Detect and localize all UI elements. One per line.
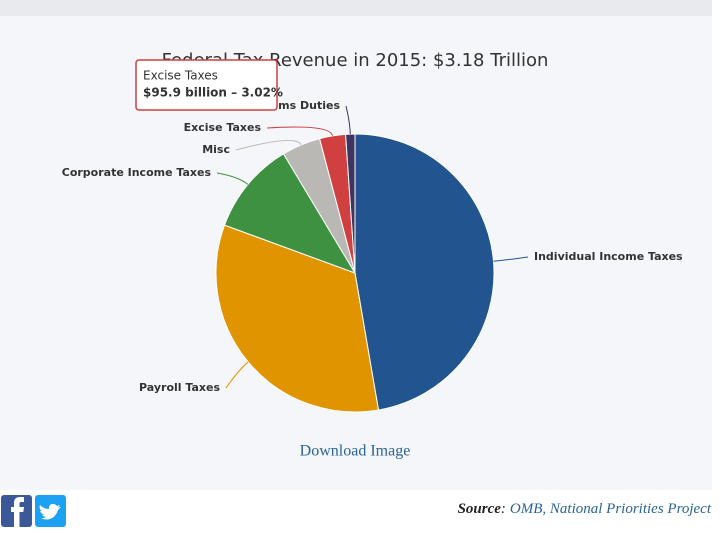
slice-label: Individual Income Taxes (534, 250, 683, 263)
tooltip-title: Excise Taxes (143, 69, 218, 83)
connector (345, 105, 351, 135)
connector (493, 256, 529, 262)
connector (235, 139, 302, 151)
pie-slice (223, 153, 357, 274)
source: Source: OMB, National Priorities Project (458, 501, 712, 517)
facebook-icon[interactable] (1, 495, 32, 527)
slice-label: Payroll Taxes (139, 381, 220, 394)
download-link[interactable]: Download Image (300, 443, 411, 460)
tooltip-box (135, 59, 278, 111)
connector (225, 361, 249, 389)
pie-slice (354, 133, 495, 411)
pie: Individual Income Taxes Payroll Taxes Corp… (62, 99, 683, 413)
slice-label: Misc (202, 143, 230, 156)
source-label: Source (458, 501, 502, 517)
tooltip-text: $95.9 billion – 3.02% (143, 86, 283, 100)
tooltip: Excise Taxes $95.9 billion – 3.02% (135, 59, 283, 111)
top-bar (0, 0, 712, 16)
slice-label: Corporate Income Taxes (62, 166, 212, 179)
source-link[interactable]: OMB, National Priorities Project (510, 501, 712, 517)
pie-slice (345, 133, 356, 274)
connector (216, 172, 249, 185)
slice-label: Excise Taxes (184, 121, 262, 134)
source-separator: : (501, 501, 506, 517)
connector (266, 126, 333, 137)
twitter-icon[interactable] (35, 495, 66, 527)
